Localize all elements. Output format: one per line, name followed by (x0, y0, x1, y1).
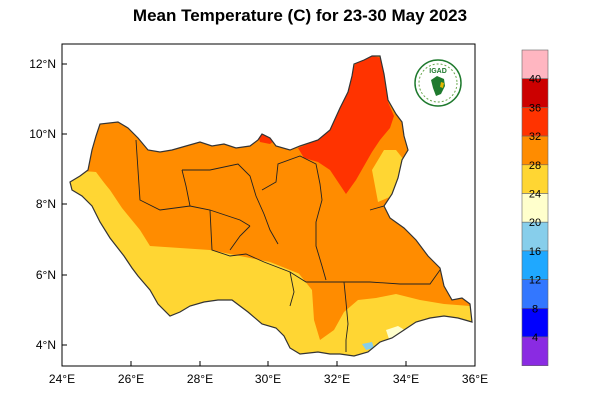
x-tick-36e: 36°E (462, 372, 488, 386)
x-tick-24e: 24°E (49, 372, 75, 386)
colorbar-swatch (521, 221, 549, 252)
colorbar-swatch (521, 49, 549, 80)
colorbar-label: 20 (529, 217, 541, 229)
axis-ticks (61, 63, 476, 366)
colorbar-swatch (521, 250, 549, 280)
colorbar-label: 24 (529, 189, 541, 201)
colorbar-label: 4 (532, 332, 538, 344)
x-tick-28e: 28°E (187, 372, 213, 386)
colorbar-swatch (521, 279, 549, 309)
colorbar-label: 8 (532, 303, 538, 315)
x-axis-labels: 24°E 26°E 28°E 30°E 32°E 34°E 36°E (49, 372, 488, 386)
igad-logo: IGAD (414, 59, 462, 107)
y-axis-labels: 12°N 10°N 8°N 6°N 4°N (29, 57, 56, 352)
colorbar-label: 12 (529, 275, 541, 287)
colorbar: 40 36 32 28 24 20 16 12 8 4 (521, 49, 549, 367)
y-tick-12n: 12°N (29, 57, 56, 71)
logo-text: IGAD (429, 68, 447, 75)
zone-32-36 (298, 56, 394, 194)
x-tick-30e: 30°E (255, 372, 281, 386)
colorbar-swatch (521, 336, 549, 367)
africa-icon (431, 76, 445, 96)
colorbar-swatch (521, 107, 549, 137)
y-tick-6n: 6°N (36, 268, 56, 282)
zone-24-28-northeast (372, 150, 404, 202)
colorbar-swatch (521, 164, 549, 194)
y-tick-10n: 10°N (29, 127, 56, 141)
state-boundaries (135, 139, 441, 352)
x-tick-32e: 32°E (324, 372, 350, 386)
colorbar-label: 40 (529, 74, 541, 86)
colorbar-swatch (521, 193, 549, 223)
colorbar-swatch (521, 307, 549, 338)
x-tick-34e: 34°E (393, 372, 419, 386)
colorbar-label: 36 (529, 102, 541, 114)
y-tick-8n: 8°N (36, 197, 56, 211)
zone-16-20 (362, 342, 374, 350)
x-tick-26e: 26°E (118, 372, 144, 386)
colorbar-label: 28 (529, 160, 541, 172)
map-title: Mean Temperature (C) for 23-30 May 2023 (132, 6, 468, 25)
colorbar-label: 16 (529, 246, 541, 258)
colorbar-label: 32 (529, 131, 541, 143)
zone-28-32-southeast (270, 262, 470, 340)
y-tick-4n: 4°N (36, 338, 56, 352)
